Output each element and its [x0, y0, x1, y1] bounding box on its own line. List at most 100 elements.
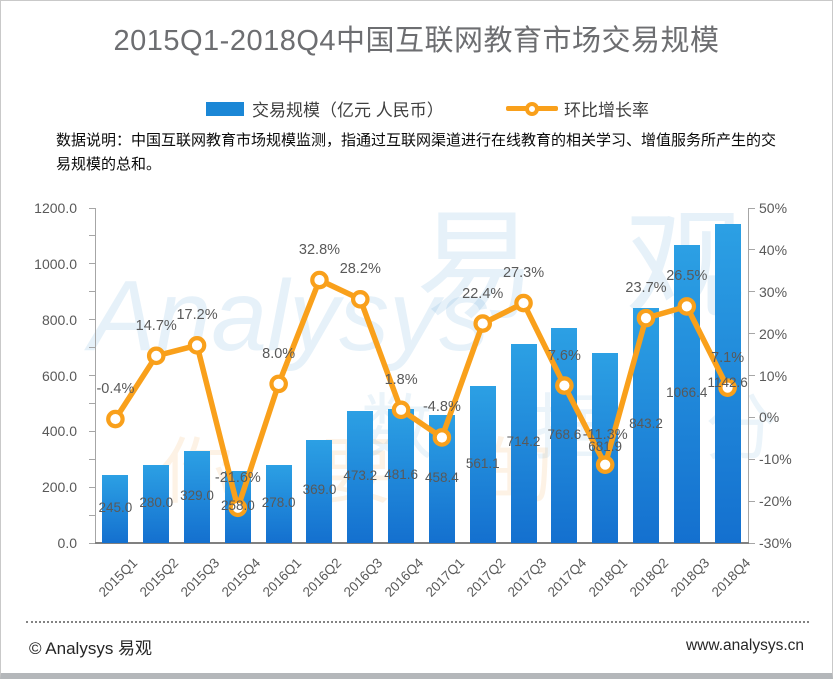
growth-value-label: 32.8% — [298, 242, 341, 259]
x-tick-label: 2018Q1 — [585, 555, 631, 600]
x-tick-label: 2015Q3 — [177, 555, 223, 600]
y-tick-label-left: 1000.0 — [34, 255, 77, 272]
growth-marker-2016Q4 — [391, 400, 411, 420]
growth-value-label: 22.4% — [462, 285, 504, 302]
bar-value-label: 458.4 — [425, 470, 459, 485]
y-tick-left — [89, 514, 95, 516]
bar-2018Q4 — [714, 224, 741, 543]
growth-value-label: 8.0% — [262, 345, 296, 362]
y-tick-label-left: 0.0 — [57, 535, 77, 551]
bar-2017Q1 — [428, 415, 455, 543]
growth-marker-2016Q2 — [310, 270, 329, 290]
y-tick-right — [749, 416, 755, 418]
watermark-slogan2: 数 据 分 析 — [361, 389, 832, 469]
y-tick-label-right: 40% — [759, 241, 788, 258]
x-tick-label: 2018Q2 — [626, 555, 672, 600]
chart-title: 2015Q1-2018Q4中国互联网教育市场交易规模 — [113, 25, 720, 57]
growth-value-label: -0.4% — [96, 381, 135, 398]
bar-value-label: 843.2 — [629, 416, 663, 432]
y-tick-right — [749, 207, 755, 209]
y-axis-right — [748, 208, 749, 544]
x-tick-label: 2016Q2 — [300, 555, 345, 600]
growth-value-label: 14.7% — [135, 317, 177, 334]
bar-2016Q3 — [347, 410, 374, 543]
growth-marker-2017Q2 — [473, 314, 493, 333]
growth-marker-2016Q1 — [269, 374, 288, 394]
footer-url: www.analysys.cn — [685, 637, 804, 654]
x-tick-label: 2016Q3 — [341, 555, 386, 600]
watermark-cn: 易 观 — [416, 200, 774, 334]
footer-separator — [26, 621, 809, 623]
growth-value-label: 7.1% — [711, 349, 745, 366]
x-tick-label: 2015Q1 — [96, 555, 141, 600]
bar-value-label: 681.9 — [588, 438, 623, 454]
x-tick-label: 2017Q1 — [422, 555, 468, 600]
growth-marker-2018Q3 — [677, 297, 697, 316]
bar-2017Q3 — [510, 343, 537, 543]
legend-growth-label: 环比增长率 — [564, 101, 649, 120]
y-tick-label-right: 10% — [759, 367, 788, 384]
x-tick-label: 2018Q4 — [708, 555, 753, 600]
growth-marker-2017Q4 — [555, 376, 574, 395]
growth-value-label: 27.3% — [502, 265, 545, 282]
bar-2015Q4 — [224, 470, 251, 543]
legend-item-growth: 环比增长率 — [506, 96, 649, 121]
x-tick-label: 2015Q4 — [218, 555, 264, 600]
growth-polyline — [112, 277, 731, 511]
bar-2018Q3 — [673, 245, 700, 543]
growth-marker-2015Q3 — [187, 336, 207, 355]
bar-value-label: 329.0 — [180, 488, 214, 504]
y-tick-label-right: 50% — [759, 200, 788, 216]
bar-2018Q2 — [632, 307, 659, 543]
data-note: 数据说明：中国互联网教育市场规模监测，指通过互联网渠道进行在线教育的相关学习、增… — [56, 132, 777, 173]
y-tick-right — [749, 542, 755, 544]
bar-2015Q3 — [184, 451, 211, 543]
bar-value-label: 481.6 — [384, 466, 418, 482]
bar-value-label: 473.2 — [343, 467, 378, 483]
y-tick-left — [89, 235, 95, 237]
growth-marker-2016Q3 — [350, 289, 370, 309]
bar-value-label: 1142.6 — [707, 374, 748, 390]
bar-2016Q1 — [265, 465, 292, 543]
bar-2016Q2 — [306, 439, 333, 543]
y-tick-left — [89, 319, 95, 321]
y-tick-label-right: -10% — [759, 451, 792, 468]
legend-item-volume: 交易规模（亿元 人民币） — [206, 96, 444, 121]
y-tick-right — [749, 249, 755, 251]
growth-value-label: 23.7% — [625, 280, 667, 297]
y-tick-right — [749, 333, 755, 335]
bar-swatch-icon — [206, 101, 244, 116]
growth-marker-2017Q1 — [432, 428, 452, 447]
growth-value-label: -11.3% — [582, 426, 628, 443]
bar-2015Q2 — [143, 464, 170, 543]
y-tick-label-right: -30% — [759, 535, 792, 551]
bar-2016Q4 — [388, 408, 415, 543]
y-tick-left — [89, 375, 95, 376]
growth-value-label: -4.8% — [422, 399, 461, 416]
y-axis-left — [95, 208, 96, 544]
y-tick-left — [89, 263, 95, 265]
y-tick-label-left: 200.0 — [41, 479, 77, 496]
y-tick-label-left: 400.0 — [41, 423, 77, 440]
watermark-logo: Analysys — [89, 260, 490, 372]
y-tick-right — [749, 375, 755, 376]
y-tick-left — [89, 291, 95, 293]
bar-value-label: 278.0 — [261, 495, 296, 511]
growth-marker-2015Q2 — [146, 346, 166, 366]
bar-2018Q1 — [592, 352, 619, 543]
y-tick-right — [749, 458, 755, 460]
legend-volume-label: 交易规模（亿元 人民币） — [252, 101, 444, 120]
bar-value-label: 561.1 — [465, 455, 500, 471]
bar-value-label: 714.2 — [506, 434, 541, 450]
growth-value-label: -21.6% — [214, 469, 261, 486]
x-tick-label: 2016Q4 — [381, 555, 427, 600]
y-tick-left — [89, 207, 95, 209]
y-tick-left — [89, 347, 95, 349]
growth-marker-2018Q2 — [636, 308, 656, 328]
watermark-slogan1: 你 要 的 — [161, 433, 588, 513]
y-tick-left — [89, 486, 95, 488]
growth-marker-2015Q1 — [106, 409, 125, 429]
x-tick-label: 2016Q1 — [259, 555, 304, 600]
